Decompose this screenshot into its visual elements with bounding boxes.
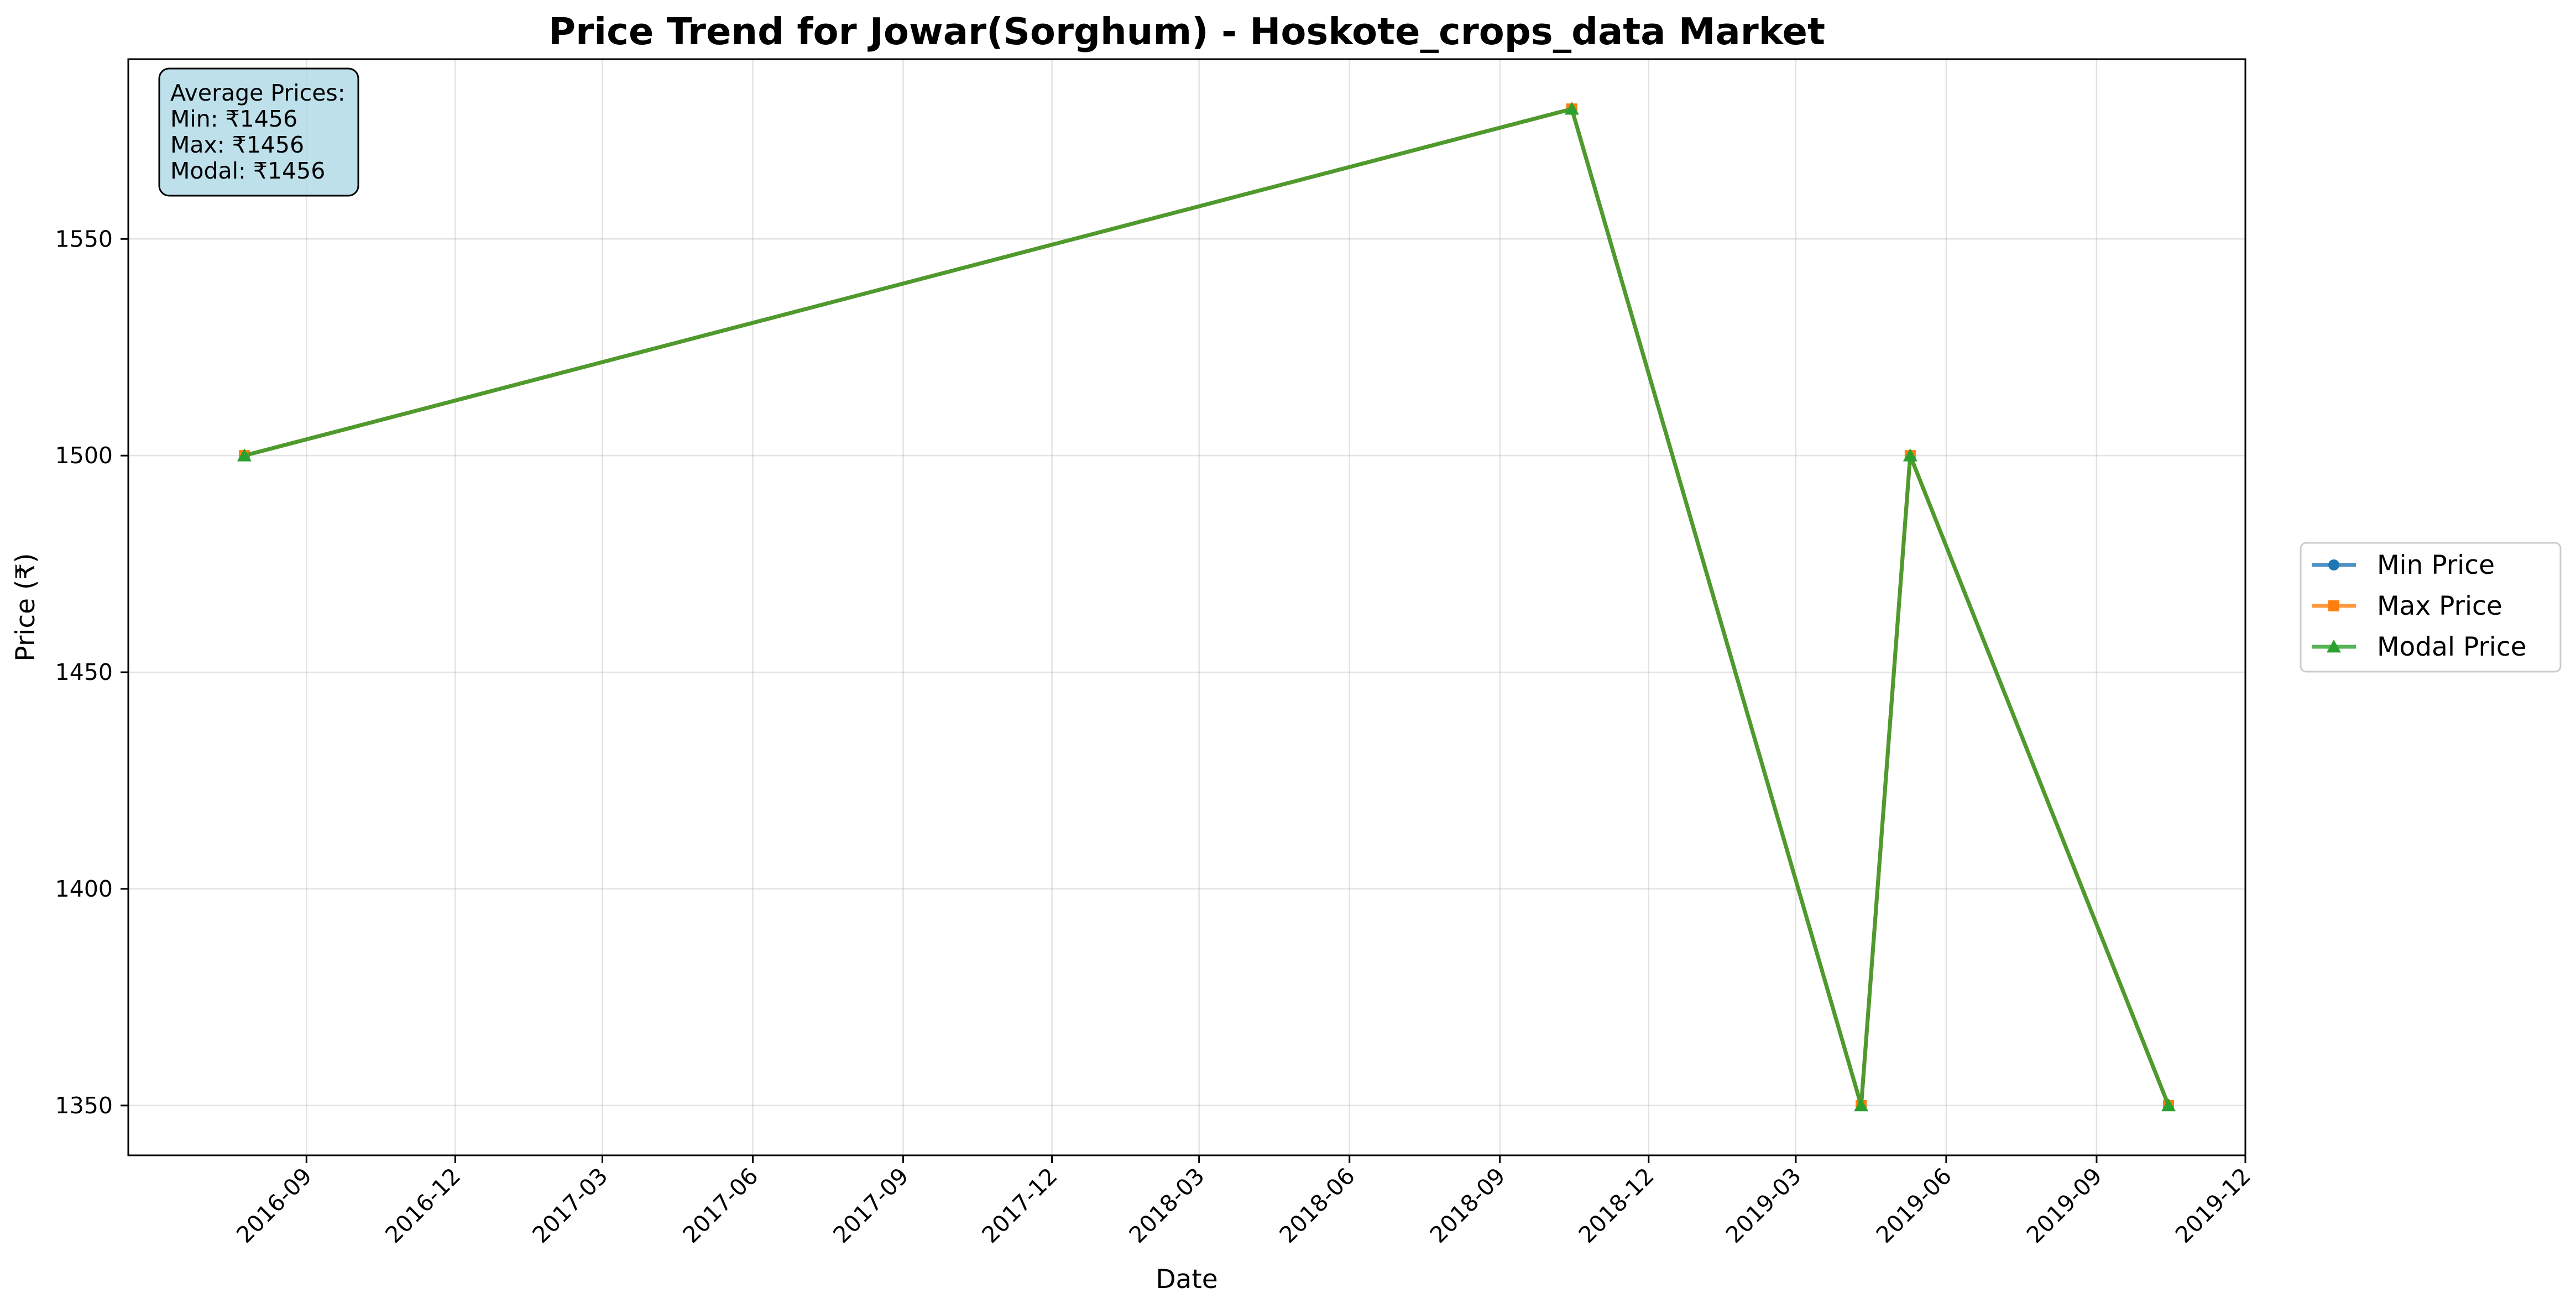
- legend-item: Min Price: [2312, 550, 2495, 580]
- legend-label: Min Price: [2377, 550, 2495, 580]
- data-point: [2327, 640, 2341, 653]
- legend-frame: [2300, 542, 2562, 673]
- data-point: [2328, 600, 2339, 611]
- legend-item: Max Price: [2312, 591, 2502, 621]
- legend-item: Modal Price: [2312, 632, 2527, 662]
- data-point: [1903, 448, 1917, 462]
- data-point: [1564, 102, 1579, 115]
- stats-line: Modal: ₹1456: [170, 158, 325, 184]
- y-tick-label: 1450: [55, 659, 113, 685]
- y-axis-ticks: 1350 1400 1450 1500 1550: [55, 226, 128, 1119]
- data-point: [1854, 1098, 1869, 1112]
- stats-box-background: [158, 67, 359, 197]
- legend-label: Max Price: [2377, 591, 2502, 621]
- stats-line: Average Prices:: [170, 80, 346, 106]
- y-tick-label: 1500: [55, 442, 113, 469]
- stats-line: Min: ₹1456: [170, 106, 297, 132]
- y-tick-label: 1350: [55, 1092, 113, 1119]
- y-axis-label: Price (₹): [11, 553, 41, 661]
- stats-line: Max: ₹1456: [170, 132, 304, 158]
- series-modal-price: [237, 102, 2176, 1112]
- y-tick-label: 1400: [55, 876, 113, 902]
- legend-label: Modal Price: [2377, 632, 2527, 662]
- data-point: [2328, 559, 2339, 570]
- x-axis-label: Date: [1156, 1264, 1218, 1295]
- chart-title: Price Trend for Jowar(Sorghum) - Hoskote…: [548, 10, 1825, 53]
- plot-area-frame: [127, 58, 2246, 1156]
- data-point: [237, 448, 252, 462]
- data-point: [2161, 1098, 2176, 1112]
- legend: Min Price Max Price Modal Price: [2300, 542, 2562, 673]
- y-tick-label: 1550: [55, 226, 113, 252]
- series-lines: [237, 102, 2176, 1112]
